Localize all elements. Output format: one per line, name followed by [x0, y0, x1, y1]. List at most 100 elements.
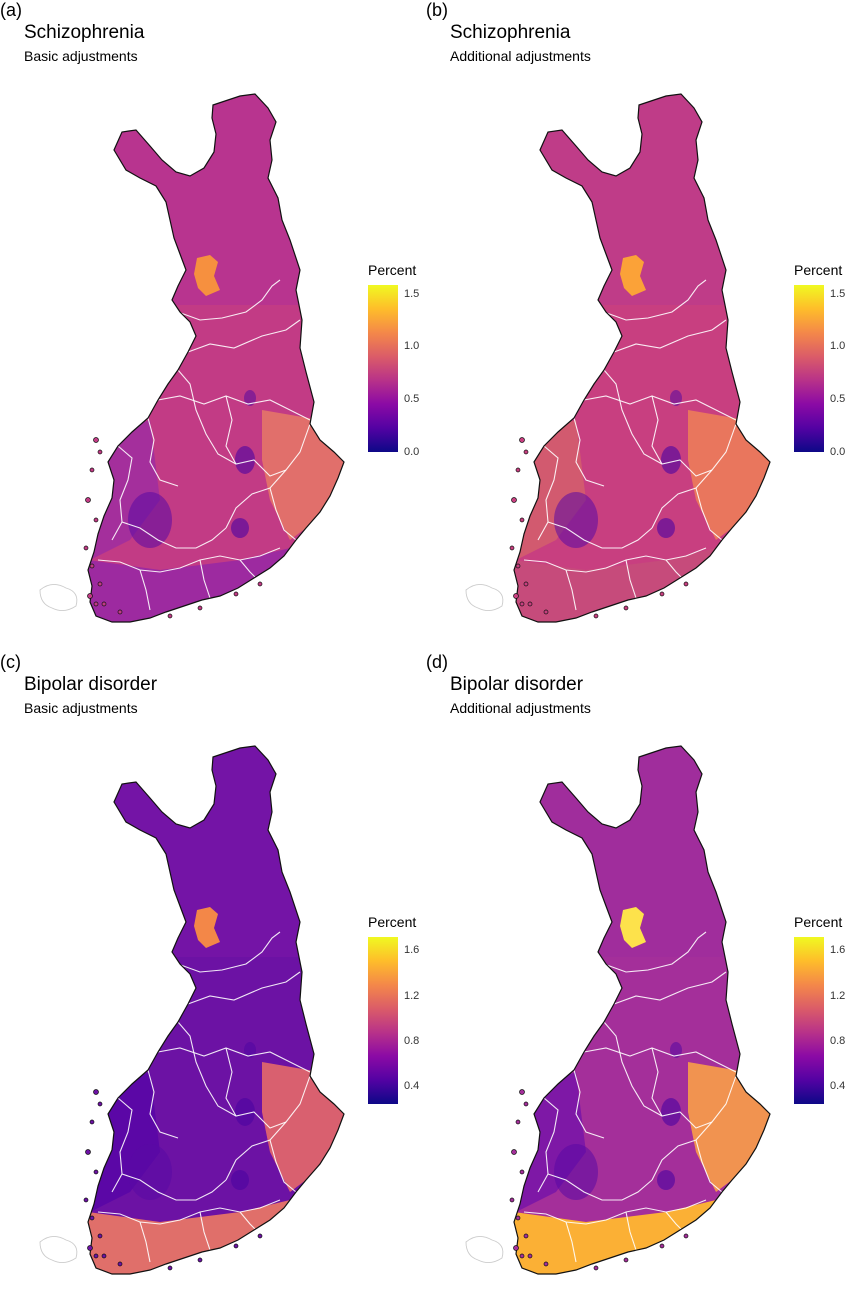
region-kajaani-blob: [670, 1042, 682, 1058]
island: [87, 593, 93, 599]
island: [93, 1169, 99, 1175]
region-kajaani-blob: [244, 1042, 256, 1058]
region-border: [139, 569, 151, 611]
region-kuopio-blob: [661, 446, 681, 474]
island: [515, 1215, 521, 1221]
legend-tick: 0.5: [404, 393, 420, 405]
region-border: [613, 319, 727, 353]
region-border: [225, 1047, 237, 1117]
region-border: [147, 417, 179, 487]
island: [659, 591, 665, 597]
finland-map: [465, 745, 771, 1275]
panel-title: Bipolar disorder: [24, 674, 158, 695]
region-border: [523, 547, 707, 573]
region-border: [547, 1173, 653, 1201]
island: [519, 517, 525, 523]
region-border: [603, 369, 713, 477]
legend-tick: 0.8: [830, 1035, 846, 1047]
aland-outline: [39, 1236, 78, 1263]
island: [543, 1261, 549, 1267]
panel-b: (b) Schizophrenia Additional adjustments…: [426, 0, 852, 640]
panel-title: Schizophrenia: [24, 22, 145, 43]
region-kajaani-blob: [670, 390, 682, 406]
island: [523, 581, 529, 587]
island: [683, 1233, 689, 1239]
island: [101, 601, 107, 607]
region-mikkeli-blob: [231, 518, 249, 538]
region-border: [269, 1139, 297, 1193]
island: [509, 545, 515, 551]
legend-tick: 0.0: [404, 446, 420, 458]
region-border: [537, 445, 559, 541]
panel-subtitle: Basic adjustments: [24, 48, 138, 64]
region-border: [97, 1199, 281, 1225]
island: [511, 497, 517, 503]
legend-colorbar: [368, 285, 398, 452]
legend-tick: 0.0: [830, 446, 846, 458]
finland-map: [39, 93, 345, 623]
region-border: [583, 395, 737, 421]
legend-tick: 0.8: [404, 1035, 420, 1047]
legend-colorbar: [368, 937, 398, 1104]
region-tampere-blob: [128, 492, 172, 548]
island: [93, 1089, 99, 1095]
island: [197, 1257, 203, 1263]
island: [257, 581, 263, 587]
region-border: [625, 1211, 637, 1251]
island: [623, 1257, 629, 1263]
panel-a: (a) Schizophrenia Basic adjustments Perc…: [0, 0, 426, 640]
aland-outline: [39, 584, 78, 611]
panel-title: Schizophrenia: [450, 22, 571, 43]
legend-tick: 1.0: [830, 340, 846, 352]
island: [511, 1149, 517, 1155]
legend-tick: 1.0: [404, 340, 420, 352]
region-border: [573, 417, 605, 487]
island: [527, 1253, 533, 1259]
region-border: [695, 487, 723, 541]
island: [659, 1243, 665, 1249]
region-border: [199, 559, 211, 599]
region-border: [547, 521, 653, 549]
island: [93, 517, 99, 523]
legend-title: Percent: [368, 262, 417, 278]
island: [97, 581, 103, 587]
region-border: [121, 521, 227, 549]
legend-tick: 1.2: [830, 990, 846, 1002]
island: [519, 437, 525, 443]
legend-title: Percent: [794, 914, 843, 930]
region-border: [665, 1211, 683, 1231]
region-kuopio-blob: [235, 1098, 255, 1126]
island: [83, 545, 89, 551]
panel-tag: (d): [426, 652, 448, 672]
island: [523, 1101, 529, 1107]
region-border: [651, 395, 663, 465]
panel-tag: (b): [426, 0, 448, 20]
region-border: [187, 971, 301, 1005]
region-border: [157, 395, 311, 421]
region-border: [121, 1173, 227, 1201]
legend-tick: 1.5: [404, 288, 420, 300]
island: [257, 1233, 263, 1239]
island: [513, 593, 519, 599]
panel-subtitle: Additional adjustments: [450, 48, 591, 64]
legend-tick: 1.6: [404, 944, 420, 956]
region-border: [665, 559, 683, 579]
legend-tick: 0.5: [830, 393, 846, 405]
region-tampere-blob: [554, 1144, 598, 1200]
island: [85, 1149, 91, 1155]
legend-title: Percent: [368, 914, 417, 930]
region-border: [565, 569, 577, 611]
region-border: [111, 445, 133, 541]
hotspot-lapland: [194, 255, 220, 296]
region-mikkeli-blob: [657, 518, 675, 538]
region-border: [97, 547, 281, 573]
region-border: [187, 319, 301, 353]
legend-colorbar: [794, 285, 824, 452]
region-mikkeli-blob: [231, 1170, 249, 1190]
region-border: [177, 1021, 287, 1129]
region-border: [583, 1047, 737, 1073]
finland-map: [465, 93, 771, 623]
island: [89, 1215, 95, 1221]
region-border: [613, 971, 727, 1005]
region-border: [603, 279, 707, 321]
